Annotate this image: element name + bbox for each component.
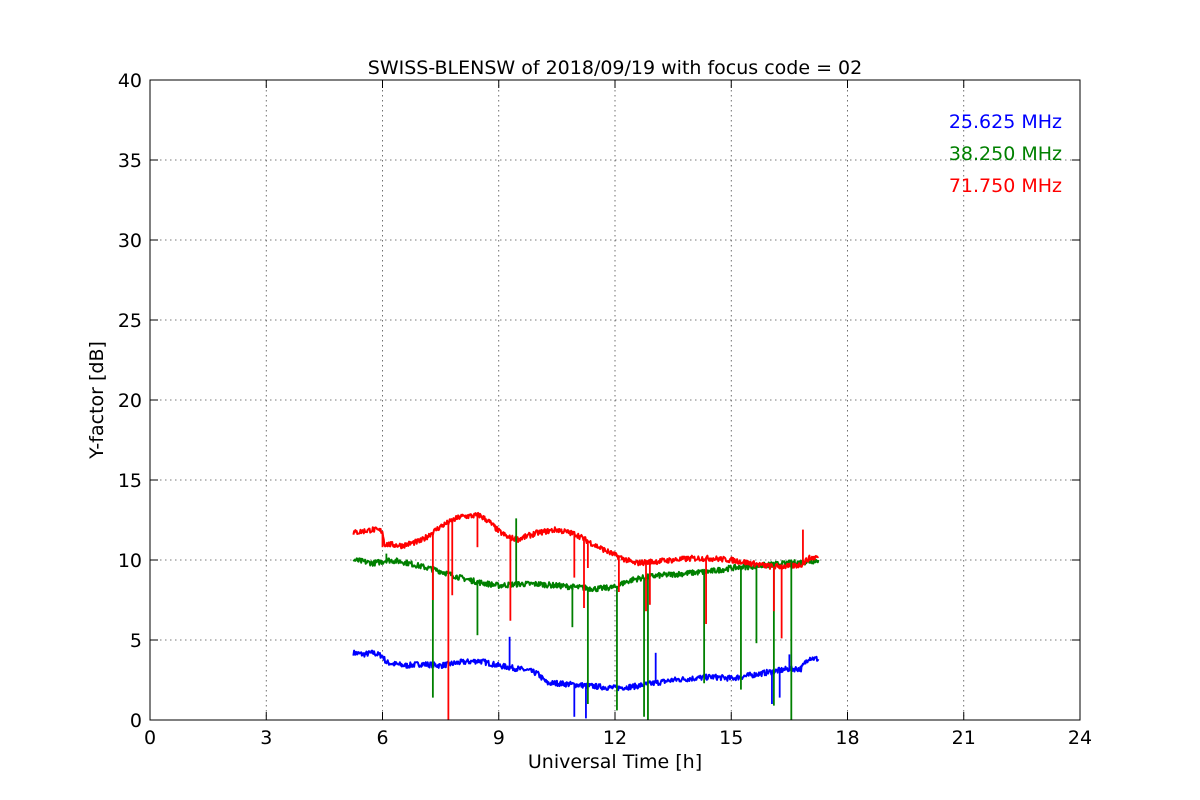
- axis-ticks: 0 3 6 9 12 15 18 21 24 0 5 10 15 20 25 30 35 40: [118, 70, 1092, 749]
- x-tick-label: 12: [603, 727, 627, 749]
- legend: 25.625 MHz 38.250 MHz 71.750 MHz: [949, 111, 1062, 197]
- x-tick-label: 9: [493, 727, 505, 749]
- y-tick-label: 20: [118, 390, 142, 412]
- y-tick-label: 40: [118, 70, 142, 92]
- grid-lines: [149, 79, 1081, 721]
- series-line-3: [352, 511, 819, 570]
- y-tick-label: 30: [118, 230, 142, 252]
- x-tick-label: 21: [952, 727, 976, 749]
- data-series: [352, 511, 820, 720]
- y-tick-label: 10: [118, 550, 142, 572]
- x-axis-label: Universal Time [h]: [528, 751, 702, 773]
- y-tick-label: 5: [130, 630, 142, 652]
- y-tick-label: 25: [118, 310, 142, 332]
- x-tick-label: 18: [835, 727, 859, 749]
- legend-entry: 71.750 MHz: [949, 175, 1062, 197]
- y-tick-label: 35: [118, 150, 142, 172]
- x-tick-label: 6: [376, 727, 388, 749]
- legend-entry: 38.250 MHz: [949, 143, 1062, 165]
- y-tick-label: 0: [130, 710, 142, 732]
- legend-entry: 25.625 MHz: [949, 111, 1062, 133]
- y-axis-label: Y-factor [dB]: [86, 341, 108, 460]
- x-tick-label: 15: [719, 727, 743, 749]
- x-tick-label: 3: [260, 727, 272, 749]
- x-tick-label: 0: [144, 727, 156, 749]
- y-tick-label: 15: [118, 470, 142, 492]
- x-tick-label: 24: [1068, 727, 1092, 749]
- chart-title: SWISS-BLENSW of 2018/09/19 with focus co…: [368, 57, 862, 79]
